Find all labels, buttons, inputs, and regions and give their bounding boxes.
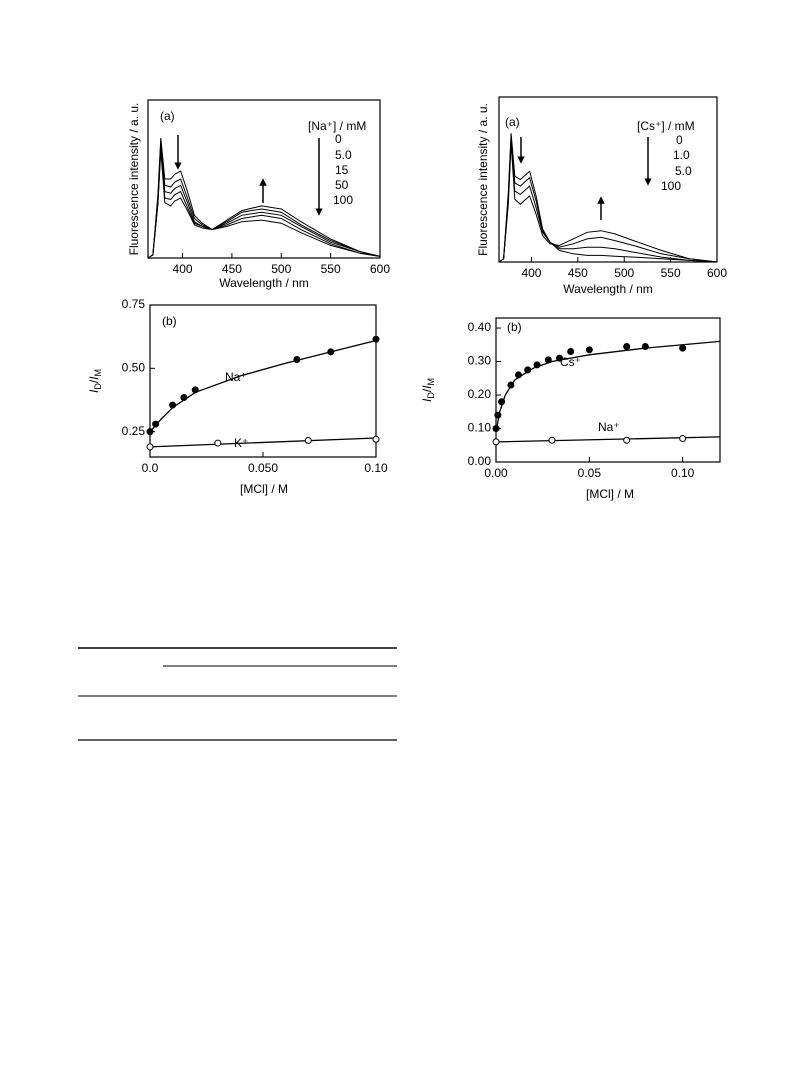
data-point bbox=[498, 398, 506, 406]
data-point bbox=[293, 355, 301, 363]
series-label: K⁺ bbox=[234, 436, 248, 450]
x-tick-label: 0.10 bbox=[364, 461, 388, 475]
y-axis-label: Fluorescence intensity / a. u. bbox=[127, 103, 141, 256]
data-point bbox=[507, 381, 515, 389]
panel-label: (a) bbox=[160, 109, 175, 123]
table-rules bbox=[78, 647, 397, 741]
data-point bbox=[304, 437, 312, 445]
x-tick-label: 0.00 bbox=[484, 466, 508, 480]
chart: 400 450 500 550 600(a)Wavelength / nmFluores… bbox=[127, 99, 390, 290]
data-point bbox=[146, 428, 154, 436]
plot-frame bbox=[147, 99, 381, 259]
legend-entry: 5.0 bbox=[675, 164, 692, 178]
x-tick-label: 450 bbox=[568, 266, 588, 280]
x-axis-label: Wavelength / nm bbox=[563, 282, 653, 296]
y-tick-label: 0.10 bbox=[468, 421, 492, 435]
data-point bbox=[585, 346, 593, 354]
legend-entry: 1.0 bbox=[673, 148, 690, 162]
x-tick-label: 600 bbox=[370, 262, 390, 276]
data-point bbox=[623, 342, 631, 350]
y-tick-label: 0.75 bbox=[122, 297, 146, 311]
data-point bbox=[180, 393, 188, 401]
x-axis-label: Wavelength / nm bbox=[219, 276, 309, 290]
x-tick-label: 600 bbox=[707, 266, 727, 280]
data-point bbox=[372, 335, 380, 343]
series-label: Na⁺ bbox=[225, 370, 247, 384]
y-axis-label: Fluorescence intensity / a. u. bbox=[476, 103, 490, 256]
series-label: Na⁺ bbox=[598, 420, 620, 434]
x-tick-label: 0.05 bbox=[578, 466, 602, 480]
chart: 0.0 0.050 0.10 0.25 0.50 0.75 (b) [MCl] / M ID/I… bbox=[87, 297, 388, 496]
legend-entry: 0 bbox=[676, 133, 683, 147]
legend-entry: 5.0 bbox=[335, 148, 352, 162]
data-point bbox=[679, 435, 687, 443]
data-point bbox=[492, 425, 500, 433]
y-axis-label: ID/IM bbox=[87, 369, 103, 393]
y-tick-label: 0.20 bbox=[468, 387, 492, 401]
legend-entry: 0 bbox=[335, 132, 342, 146]
y-axis-label: ID/IM bbox=[420, 378, 436, 402]
data-point bbox=[679, 344, 687, 352]
x-axis-label: [MCl] / M bbox=[240, 482, 288, 496]
legend-title: [Na⁺] / mM bbox=[308, 119, 366, 133]
data-point bbox=[524, 366, 532, 374]
legend-entry: 100 bbox=[333, 193, 353, 207]
spectrum-line bbox=[498, 143, 718, 263]
panel-label: (b) bbox=[162, 314, 177, 328]
x-axis-label: [MCl] / M bbox=[586, 487, 634, 501]
data-point bbox=[548, 436, 556, 444]
data-point bbox=[146, 443, 154, 451]
data-point bbox=[641, 342, 649, 350]
data-point bbox=[372, 435, 380, 443]
chart: 400 450 500 550 600 (a) Wavelength / nm Fluores… bbox=[476, 96, 727, 296]
data-point bbox=[514, 371, 522, 379]
spectrum-line bbox=[147, 150, 381, 259]
y-tick-label: 0.40 bbox=[468, 320, 492, 334]
x-tick-label: 400 bbox=[173, 262, 193, 276]
panel-label: (b) bbox=[507, 320, 522, 334]
fit-curve bbox=[495, 340, 721, 433]
legend-title: [Cs⁺] / mM bbox=[637, 119, 695, 133]
data-point bbox=[492, 438, 500, 446]
series-label: Cs⁺ bbox=[560, 355, 581, 369]
panel-label: (a) bbox=[505, 115, 520, 129]
x-tick-label: 0.10 bbox=[671, 466, 695, 480]
x-tick-label: 0.050 bbox=[248, 461, 278, 475]
data-point bbox=[494, 411, 502, 419]
plot-frame bbox=[149, 304, 377, 458]
data-point bbox=[327, 348, 335, 356]
y-tick-label: 0.00 bbox=[468, 454, 492, 468]
fit-curve bbox=[149, 437, 377, 448]
data-point bbox=[555, 354, 563, 362]
x-tick-label: 450 bbox=[222, 262, 242, 276]
x-tick-label: 400 bbox=[521, 266, 541, 280]
fit-curve bbox=[149, 339, 377, 433]
x-tick-label: 550 bbox=[661, 266, 681, 280]
x-tick-label: 550 bbox=[321, 262, 341, 276]
data-point bbox=[191, 386, 199, 394]
x-tick-label: 0.0 bbox=[142, 461, 159, 475]
x-tick-label: 500 bbox=[271, 262, 291, 276]
y-tick-label: 0.30 bbox=[468, 354, 492, 368]
fit-curve bbox=[495, 436, 721, 443]
x-tick-label: 500 bbox=[614, 266, 634, 280]
y-tick-label: 0.50 bbox=[122, 361, 146, 375]
arrows bbox=[174, 135, 652, 220]
chart: 0.00 0.05 0.10 0.00 0.10 0.20 0.30 0.40 (b) [MCl]… bbox=[420, 317, 721, 501]
data-point bbox=[623, 436, 631, 444]
data-point bbox=[567, 347, 575, 355]
data-point bbox=[544, 356, 552, 364]
legend-entry: 50 bbox=[335, 178, 349, 192]
data-point bbox=[152, 420, 160, 428]
legend-entry: 100 bbox=[661, 179, 681, 193]
data-point bbox=[533, 361, 541, 369]
y-tick-label: 0.25 bbox=[122, 424, 146, 438]
data-point bbox=[214, 439, 222, 447]
legend-entry: 15 bbox=[335, 163, 349, 177]
plot-frame bbox=[495, 317, 721, 463]
data-point bbox=[169, 401, 177, 409]
plot-frame bbox=[498, 96, 718, 263]
